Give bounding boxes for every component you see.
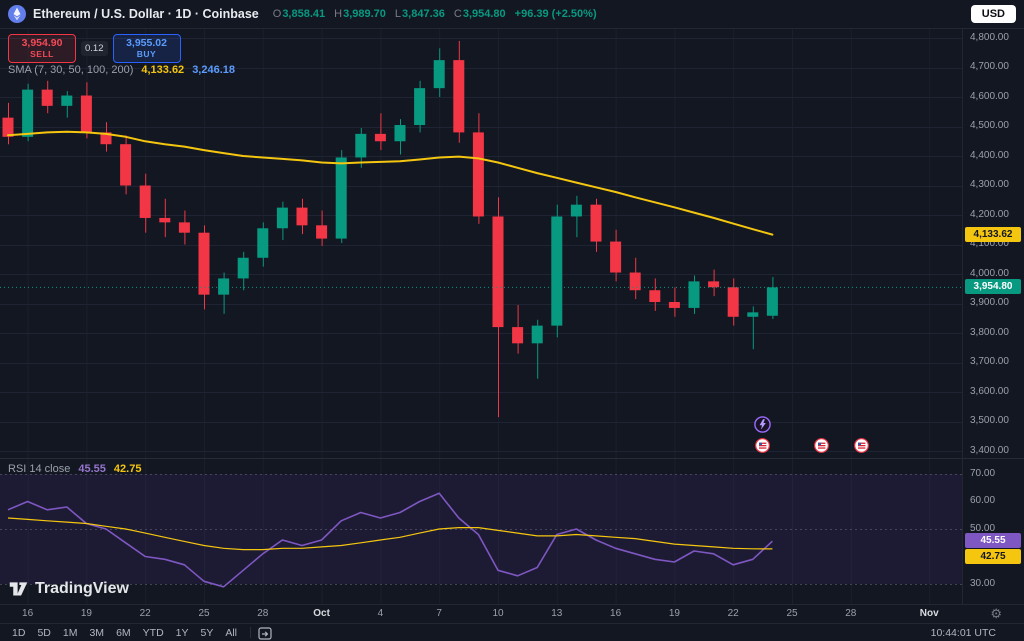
rsi-ma-badge: 42.75 bbox=[965, 549, 1021, 565]
time-axis-tick: Nov bbox=[919, 608, 939, 619]
price-axis-tick: 3,600.00 bbox=[970, 385, 1009, 397]
change-value: +96.39 (+2.50%) bbox=[514, 8, 597, 20]
sma-legend-title: SMA (7, 30, 50, 100, 200) bbox=[8, 64, 134, 76]
range-button-1m[interactable]: 1M bbox=[57, 626, 84, 640]
top-toolbar: Ethereum / U.S. Dollar · 1D · Coinbase O… bbox=[0, 0, 1024, 29]
currency-usd-button[interactable]: USD bbox=[970, 5, 1016, 23]
sma-value-badge: 4,133.62 bbox=[965, 226, 1021, 242]
sma-legend-value: 4,133.62 bbox=[141, 64, 185, 76]
economic-event-flag-icon[interactable] bbox=[854, 438, 869, 458]
buy-price: 3,955.02 bbox=[126, 37, 167, 50]
open-value: 3,858.41 bbox=[282, 8, 326, 20]
economic-event-flag-icon[interactable] bbox=[755, 438, 770, 458]
rsi-legend-value: 45.55 bbox=[78, 463, 106, 475]
price-axis-tick: 4,400.00 bbox=[970, 149, 1009, 161]
last-price-badge: 3,954.80 bbox=[965, 279, 1021, 295]
time-axis-tick: 19 bbox=[80, 608, 92, 619]
goto-date-icon[interactable] bbox=[258, 626, 274, 640]
rsi-value-badge: 45.55 bbox=[965, 533, 1021, 549]
price-axis-tick: 4,300.00 bbox=[970, 179, 1009, 190]
price-axis-tick: 3,700.00 bbox=[970, 356, 1009, 367]
tradingview-logo-icon bbox=[8, 578, 29, 599]
price-axis-tick: 3,400.00 bbox=[970, 444, 1009, 456]
ohlc-low: L3,847.36 bbox=[394, 8, 445, 20]
settings-gear-icon[interactable]: ⚙ bbox=[990, 606, 1002, 621]
price-axis-tick: 4,500.00 bbox=[970, 120, 1009, 131]
price-axis-tick: 3,900.00 bbox=[970, 297, 1009, 308]
price-axis-tick: 3,800.00 bbox=[970, 326, 1009, 338]
time-axis-tick: 28 bbox=[257, 608, 269, 619]
spread-value: 0.12 bbox=[81, 41, 108, 56]
price-axis-ticks: 4,800.00 4,700.00 4,600.00 4,500.00 4,400.00… bbox=[963, 29, 1024, 604]
buy-button[interactable]: 3,955.02 BUY bbox=[112, 34, 181, 63]
trade-panel: 3,954.90 SELL 0.12 3,955.02 BUY bbox=[8, 34, 181, 63]
price-axis-tick: 4,200.00 bbox=[970, 208, 1009, 220]
time-axis-tick: 16 bbox=[610, 608, 622, 619]
rsi-axis-tick: 70.00 bbox=[970, 467, 996, 479]
low-value: 3,847.36 bbox=[402, 8, 445, 20]
time-axis-tick: Oct bbox=[313, 608, 330, 619]
time-axis-tick: 19 bbox=[668, 608, 680, 619]
range-button-5d[interactable]: 5D bbox=[31, 626, 56, 640]
clock-utc[interactable]: 10:44:01 UTC bbox=[930, 626, 996, 639]
toolbar-divider bbox=[250, 627, 252, 638]
range-button-all[interactable]: All bbox=[219, 626, 243, 640]
range-button-6m[interactable]: 6M bbox=[110, 626, 137, 640]
sell-label: SELL bbox=[30, 48, 54, 59]
lightning-event-icon[interactable] bbox=[754, 416, 771, 438]
rsi-axis-tick: 60.00 bbox=[970, 495, 996, 506]
time-axis-tick: 28 bbox=[845, 608, 857, 619]
time-axis-tick: 13 bbox=[551, 608, 563, 619]
range-button-3m[interactable]: 3M bbox=[83, 626, 110, 640]
ohlc-open: O3,858.41 bbox=[272, 8, 326, 20]
price-axis-tick: 4,100.00 bbox=[970, 238, 1009, 249]
range-button-5y[interactable]: 5Y bbox=[195, 626, 220, 640]
ohlc-values: O3,858.41 H3,989.70 L3,847.36 C3,954.80 … bbox=[273, 8, 597, 20]
rsi-axis-tick: 30.00 bbox=[970, 577, 996, 589]
time-axis-ticks: 16 19 22 25 28 Oct 4 7 10 13 16 19 22 25 28 Nov bbox=[0, 605, 962, 624]
date-range-buttons: 1D 5D 1M 3M 6M YTD 1Y 5Y All bbox=[6, 626, 243, 640]
economic-event-flag-icon[interactable] bbox=[814, 438, 829, 458]
sma-legend-value-secondary: 3,246.18 bbox=[192, 64, 236, 76]
time-axis-tick: 25 bbox=[786, 608, 798, 619]
rsi-legend[interactable]: RSI 14 close 45.55 42.75 bbox=[8, 463, 141, 475]
ohlc-close: C3,954.80 bbox=[453, 8, 506, 20]
close-value: 3,954.80 bbox=[462, 8, 506, 20]
range-button-ytd[interactable]: YTD bbox=[137, 626, 170, 640]
price-axis-tick: 4,000.00 bbox=[970, 267, 1009, 279]
time-axis[interactable]: 16 19 22 25 28 Oct 4 7 10 13 16 19 22 25 28 Nov ⚙ bbox=[0, 604, 1024, 624]
time-axis-tick: 4 bbox=[377, 608, 384, 619]
time-axis-tick: 22 bbox=[727, 608, 739, 619]
time-axis-tick: 22 bbox=[139, 608, 151, 619]
time-axis-tick: 25 bbox=[198, 608, 210, 619]
rsi-legend-title: RSI 14 close bbox=[8, 463, 71, 475]
ethereum-logo-icon bbox=[8, 5, 26, 23]
time-axis-tick: 10 bbox=[492, 608, 504, 619]
buy-label: BUY bbox=[136, 48, 157, 59]
price-axis-tick: 4,700.00 bbox=[970, 61, 1009, 72]
rsi-axis-tick: 50.00 bbox=[970, 522, 996, 534]
time-axis-tick: 7 bbox=[436, 608, 442, 619]
symbol-area: Ethereum / U.S. Dollar · 1D · Coinbase bbox=[8, 5, 259, 23]
rsi-legend-ma-value: 42.75 bbox=[113, 463, 142, 475]
price-axis-tick: 3,500.00 bbox=[970, 415, 1009, 426]
sell-price: 3,954.90 bbox=[21, 37, 63, 50]
price-axis-tick: 4,800.00 bbox=[970, 31, 1009, 43]
tradingview-watermark: TradingView bbox=[8, 578, 129, 599]
ohlc-high: H3,989.70 bbox=[334, 8, 386, 20]
time-axis-tick: 16 bbox=[22, 608, 34, 619]
high-value: 3,989.70 bbox=[343, 8, 386, 20]
range-button-1y[interactable]: 1Y bbox=[170, 626, 195, 640]
price-axis[interactable]: 4,800.00 4,700.00 4,600.00 4,500.00 4,400.00… bbox=[962, 29, 1024, 604]
sell-button[interactable]: 3,954.90 SELL bbox=[8, 34, 76, 63]
sma-legend[interactable]: SMA (7, 30, 50, 100, 200) 4,133.62 3,246… bbox=[8, 64, 235, 76]
range-button-1d[interactable]: 1D bbox=[6, 626, 31, 640]
watermark-text: TradingView bbox=[35, 579, 129, 597]
symbol-title[interactable]: Ethereum / U.S. Dollar · 1D · Coinbase bbox=[33, 7, 259, 21]
price-axis-tick: 4,600.00 bbox=[970, 90, 1009, 102]
bottom-toolbar: 1D 5D 1M 3M 6M YTD 1Y 5Y All 10:44:01 UTC bbox=[0, 623, 1024, 641]
